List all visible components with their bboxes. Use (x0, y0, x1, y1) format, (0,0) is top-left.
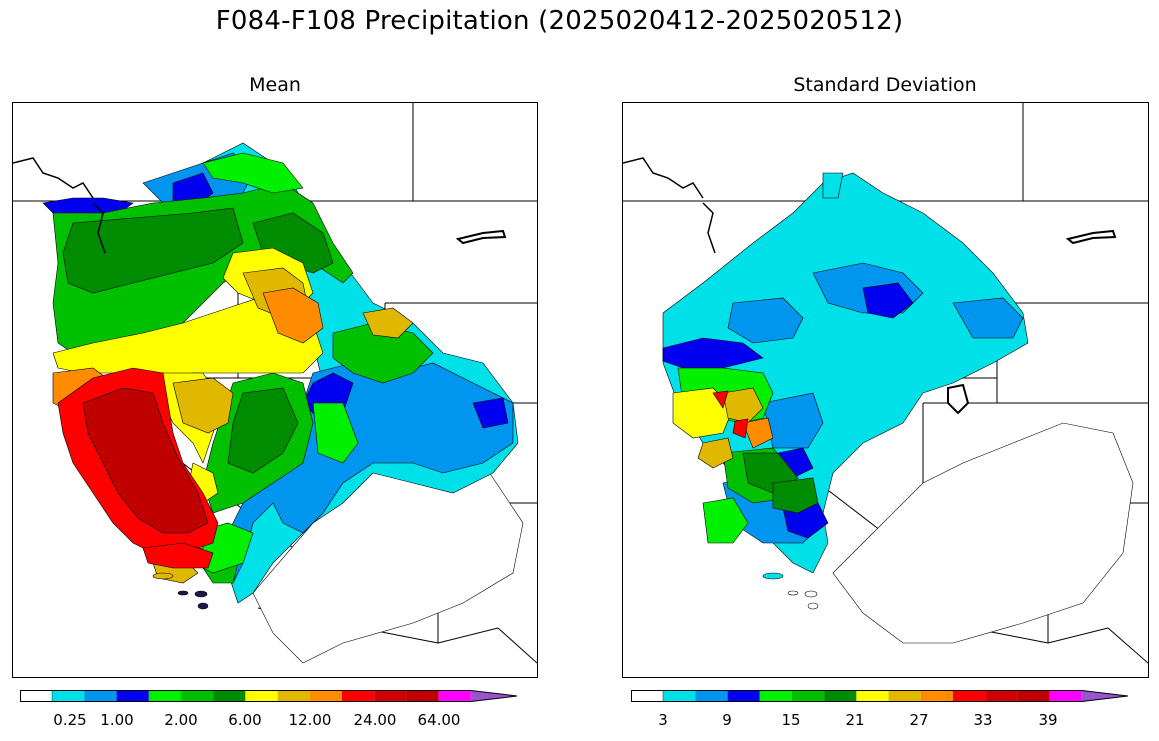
colorbar-segment (52, 690, 85, 702)
mean-panel-title: Mean (249, 74, 301, 96)
colorbar-tick: 6.00 (228, 711, 262, 729)
colorbar-segment (277, 690, 310, 702)
mean-precipitation-map (12, 102, 538, 678)
colorbar-segment (985, 690, 1018, 702)
colorbar-tick: 64.00 (417, 711, 461, 729)
colorbar-segment (342, 690, 375, 702)
colorbar-segment (148, 690, 181, 702)
colorbar-outline (631, 690, 1129, 702)
colorbar-tick: 15 (781, 711, 801, 729)
colorbar-segment (727, 690, 760, 702)
colorbar-tick: 27 (909, 711, 929, 729)
colorbar-segment (374, 690, 407, 702)
colorbar-segment (84, 690, 117, 702)
colorbar-segment (856, 690, 889, 702)
colorbar-tick: 0.25 (53, 711, 87, 729)
colorbar-segment (406, 690, 439, 702)
colorbar-segment (438, 690, 471, 702)
colorbar-segment (824, 690, 857, 702)
mean-colorbar (20, 690, 518, 702)
colorbar-tick: 24.00 (353, 711, 397, 729)
colorbar-segment (1049, 690, 1082, 702)
colorbar-tick: 21 (845, 711, 865, 729)
colorbar-segment (1081, 690, 1128, 702)
colorbar-segment (181, 690, 214, 702)
colorbar-tick: 3 (658, 711, 668, 729)
colorbar-segment (245, 690, 278, 702)
colorbar-segment (888, 690, 921, 702)
figure-title: F084-F108 Precipitation (2025020412-2025… (215, 6, 904, 36)
colorbar-segment (20, 690, 53, 702)
colorbar-segment (663, 690, 696, 702)
colorbar-segment (759, 690, 792, 702)
colorbar-segment (695, 690, 728, 702)
colorbar-segment (470, 690, 517, 702)
colorbar-segment (309, 690, 342, 702)
colorbar-segment (1017, 690, 1050, 702)
stddev-precipitation-map (622, 102, 1149, 678)
colorbar-segment (792, 690, 825, 702)
colorbar-tick: 33 (973, 711, 993, 729)
colorbar-segment (116, 690, 149, 702)
stddev-colorbar (631, 690, 1129, 702)
colorbar-tick: 1.00 (100, 711, 134, 729)
colorbar-segment (631, 690, 664, 702)
colorbar-tick: 12.00 (288, 711, 332, 729)
colorbar-tick: 2.00 (164, 711, 198, 729)
colorbar-segment (920, 690, 953, 702)
colorbar-tick: 39 (1038, 711, 1058, 729)
colorbar-segment (213, 690, 246, 702)
stddev-panel-title: Standard Deviation (793, 74, 977, 96)
colorbar-segment (953, 690, 986, 702)
colorbar-tick: 9 (722, 711, 732, 729)
colorbar-outline (20, 690, 518, 702)
